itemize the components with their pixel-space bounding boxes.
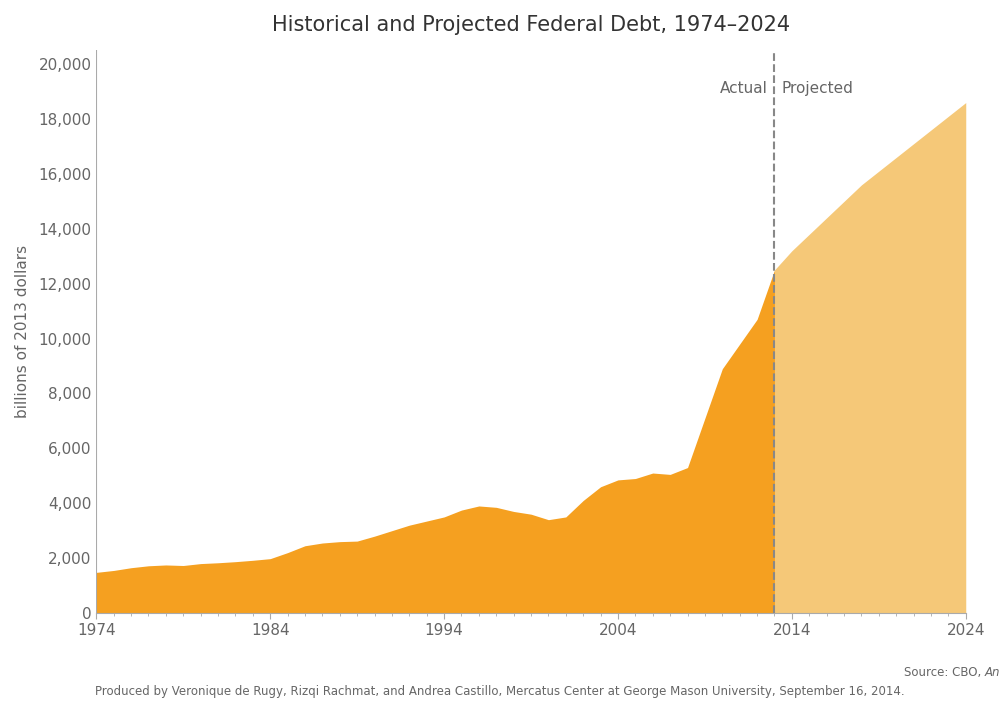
Text: Produced by Veronique de Rugy, Rizqi Rachmat, and Andrea Castillo, Mercatus Cent: Produced by Veronique de Rugy, Rizqi Rac…	[95, 685, 905, 698]
Text: An Update to the Budget and Economic Outlook: 2014 to 2024.: An Update to the Budget and Economic Out…	[985, 666, 1000, 679]
Title: Historical and Projected Federal Debt, 1974–2024: Historical and Projected Federal Debt, 1…	[272, 15, 790, 35]
Text: Actual: Actual	[720, 81, 768, 96]
Text: Source: CBO,: Source: CBO,	[904, 666, 985, 679]
Y-axis label: billions of 2013 dollars: billions of 2013 dollars	[15, 245, 30, 418]
Text: Projected: Projected	[781, 81, 853, 96]
